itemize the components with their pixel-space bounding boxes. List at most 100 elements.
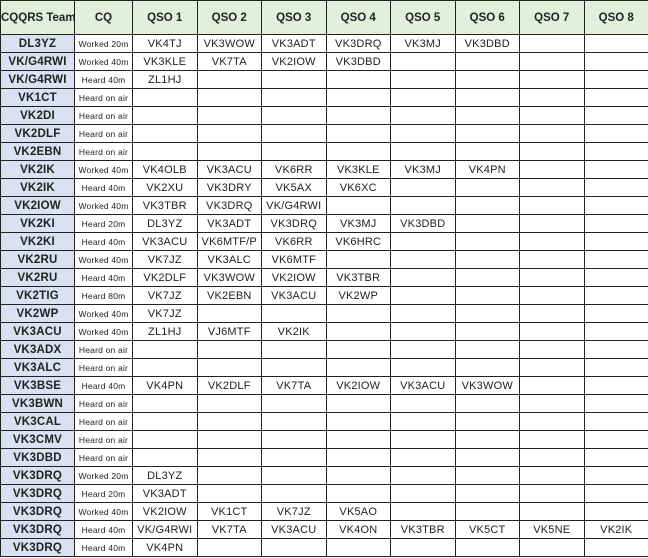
- qso-4-cell[interactable]: [325, 484, 391, 503]
- member-cell[interactable]: VK2TIG: [0, 286, 75, 305]
- qso-7-cell[interactable]: [519, 160, 585, 179]
- cq-cell[interactable]: Worked 40m: [74, 322, 133, 341]
- qso-7-cell[interactable]: [519, 70, 585, 89]
- qso-5-cell[interactable]: VK3MJ: [390, 34, 456, 53]
- qso-4-cell[interactable]: [325, 394, 391, 413]
- qso-5-cell[interactable]: [390, 430, 456, 449]
- qso-7-cell[interactable]: [519, 394, 585, 413]
- qso-4-cell[interactable]: [325, 538, 391, 557]
- qso-6-cell[interactable]: VK4PN: [454, 160, 520, 179]
- qso-2-cell[interactable]: [196, 484, 262, 503]
- qso-1-cell[interactable]: VK4TJ: [132, 34, 198, 53]
- cq-cell[interactable]: Heard 20m: [74, 484, 133, 503]
- qso-8-cell[interactable]: [583, 412, 648, 431]
- member-cell[interactable]: VK3CMV: [0, 430, 75, 449]
- cq-cell[interactable]: Heard on air: [74, 124, 133, 143]
- qso-7-cell[interactable]: [519, 214, 585, 233]
- member-cell[interactable]: VK3CAL: [0, 412, 75, 431]
- member-cell[interactable]: VK2KI: [0, 214, 75, 233]
- member-cell[interactable]: VK1CT: [0, 88, 75, 107]
- qso-8-cell[interactable]: [583, 466, 648, 485]
- qso-2-cell[interactable]: VK3ADT: [196, 214, 262, 233]
- qso-6-cell[interactable]: [454, 304, 520, 323]
- qso-4-cell[interactable]: VK5AO: [325, 502, 391, 521]
- qso-5-cell[interactable]: [390, 340, 456, 359]
- qso-1-cell[interactable]: VK2IOW: [132, 502, 198, 521]
- qso-4-cell[interactable]: [325, 304, 391, 323]
- qso-5-cell[interactable]: [390, 88, 456, 107]
- qso-3-cell[interactable]: VK3ADT: [261, 34, 327, 53]
- qso-7-cell[interactable]: [519, 106, 585, 125]
- qso-7-cell[interactable]: [519, 466, 585, 485]
- qso-2-cell[interactable]: [196, 430, 262, 449]
- qso-4-cell[interactable]: [325, 448, 391, 467]
- member-cell[interactable]: VK2IOW: [0, 196, 75, 215]
- qso-8-cell[interactable]: [583, 484, 648, 503]
- qso-8-cell[interactable]: VK2IK: [583, 520, 648, 539]
- qso-2-cell[interactable]: VK2EBN: [196, 286, 262, 305]
- qso-4-cell[interactable]: [325, 124, 391, 143]
- member-cell[interactable]: VK2IK: [0, 178, 75, 197]
- qso-6-cell[interactable]: [454, 322, 520, 341]
- cq-cell[interactable]: Worked 40m: [74, 160, 133, 179]
- qso-3-cell[interactable]: [261, 304, 327, 323]
- qso-1-cell[interactable]: VK7JZ: [132, 304, 198, 323]
- qso-8-cell[interactable]: [583, 250, 648, 269]
- qso-8-cell[interactable]: [583, 430, 648, 449]
- qso-4-cell[interactable]: VK2IOW: [325, 376, 391, 395]
- qso-5-cell[interactable]: [390, 232, 456, 251]
- cq-cell[interactable]: Heard on air: [74, 412, 133, 431]
- qso-7-cell[interactable]: [519, 142, 585, 161]
- qso-3-cell[interactable]: VK3ACU: [261, 520, 327, 539]
- qso-5-cell[interactable]: [390, 484, 456, 503]
- cq-cell[interactable]: Heard on air: [74, 106, 133, 125]
- qso-7-cell[interactable]: [519, 376, 585, 395]
- header-qso-3[interactable]: QSO 3: [261, 0, 327, 35]
- qso-8-cell[interactable]: [583, 394, 648, 413]
- qso-8-cell[interactable]: [583, 322, 648, 341]
- member-cell[interactable]: VK3DRQ: [0, 466, 75, 485]
- qso-6-cell[interactable]: [454, 394, 520, 413]
- qso-6-cell[interactable]: [454, 214, 520, 233]
- qso-4-cell[interactable]: [325, 106, 391, 125]
- qso-4-cell[interactable]: VK3MJ: [325, 214, 391, 233]
- qso-7-cell[interactable]: [519, 88, 585, 107]
- qso-2-cell[interactable]: VK1CT: [196, 502, 262, 521]
- qso-1-cell[interactable]: VK3ADT: [132, 484, 198, 503]
- member-cell[interactable]: VK/G4RWI: [0, 70, 75, 89]
- member-cell[interactable]: VK3ALC: [0, 358, 75, 377]
- qso-1-cell[interactable]: VK4PN: [132, 538, 198, 557]
- qso-3-cell[interactable]: VK6RR: [261, 160, 327, 179]
- qso-5-cell[interactable]: [390, 412, 456, 431]
- qso-3-cell[interactable]: [261, 466, 327, 485]
- qso-8-cell[interactable]: [583, 196, 648, 215]
- qso-5-cell[interactable]: [390, 538, 456, 557]
- qso-2-cell[interactable]: VK3ALC: [196, 250, 262, 269]
- header-member[interactable]: CQQRS Team Member: [0, 0, 75, 35]
- qso-4-cell[interactable]: VK3KLE: [325, 160, 391, 179]
- qso-5-cell[interactable]: [390, 124, 456, 143]
- qso-1-cell[interactable]: [132, 88, 198, 107]
- qso-2-cell[interactable]: VJ6MTF: [196, 322, 262, 341]
- qso-5-cell[interactable]: VK3DBD: [390, 214, 456, 233]
- cq-cell[interactable]: Heard 40m: [74, 520, 133, 539]
- qso-1-cell[interactable]: [132, 430, 198, 449]
- qso-2-cell[interactable]: VK3DRQ: [196, 196, 262, 215]
- qso-6-cell[interactable]: [454, 178, 520, 197]
- qso-8-cell[interactable]: [583, 268, 648, 287]
- qso-7-cell[interactable]: [519, 124, 585, 143]
- qso-5-cell[interactable]: [390, 448, 456, 467]
- qso-6-cell[interactable]: VK3WOW: [454, 376, 520, 395]
- qso-6-cell[interactable]: [454, 340, 520, 359]
- qso-1-cell[interactable]: ZL1HJ: [132, 70, 198, 89]
- qso-4-cell[interactable]: VK3TBR: [325, 268, 391, 287]
- qso-5-cell[interactable]: [390, 358, 456, 377]
- qso-4-cell[interactable]: [325, 142, 391, 161]
- qso-1-cell[interactable]: VK3KLE: [132, 52, 198, 71]
- qso-8-cell[interactable]: [583, 52, 648, 71]
- qso-3-cell[interactable]: VK7JZ: [261, 502, 327, 521]
- qso-1-cell[interactable]: [132, 340, 198, 359]
- qso-3-cell[interactable]: [261, 124, 327, 143]
- qso-5-cell[interactable]: VK3MJ: [390, 160, 456, 179]
- qso-4-cell[interactable]: [325, 88, 391, 107]
